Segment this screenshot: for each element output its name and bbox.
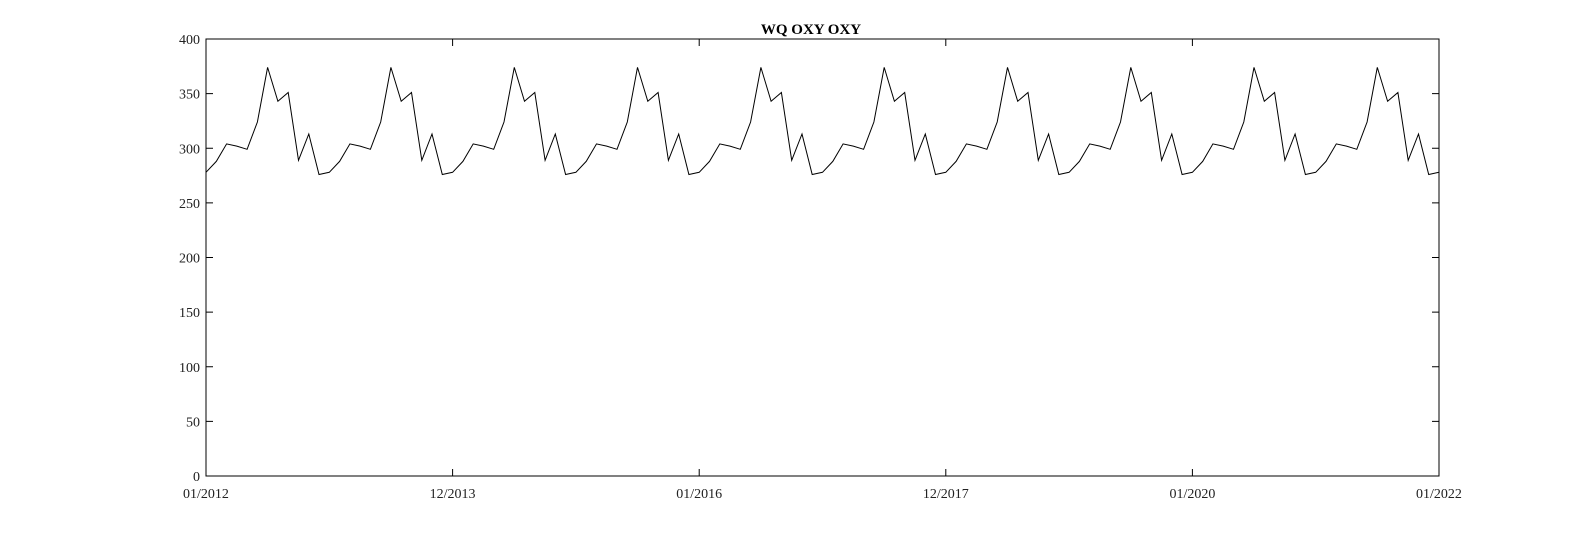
- y-tick-label: 150: [179, 306, 200, 321]
- x-tick-label: 01/2020: [1169, 487, 1215, 502]
- y-tick-label: 50: [186, 415, 200, 430]
- x-tick-label: 12/2017: [923, 487, 969, 502]
- series-line: [205, 67, 1440, 176]
- y-tick-label: 0: [193, 470, 200, 485]
- x-tick-label: 01/2012: [183, 487, 229, 502]
- y-tick-label: 250: [179, 197, 200, 212]
- y-tick-label: 100: [179, 361, 200, 376]
- y-tick-label: 200: [179, 252, 200, 267]
- y-tick-label: 350: [179, 88, 200, 103]
- x-tick-label: 12/2013: [430, 487, 476, 502]
- x-tick-label: 01/2022: [1416, 487, 1462, 502]
- plot-area: 0 50 100 150 200 250 300 350 400 01/2012 12/2013 01…: [179, 33, 1462, 502]
- x-tick-label: 01/2016: [676, 487, 722, 502]
- y-tick-label: 400: [179, 33, 200, 48]
- chart-title: WQ OXY OXY: [761, 22, 861, 38]
- y-tick-label: 300: [179, 142, 200, 157]
